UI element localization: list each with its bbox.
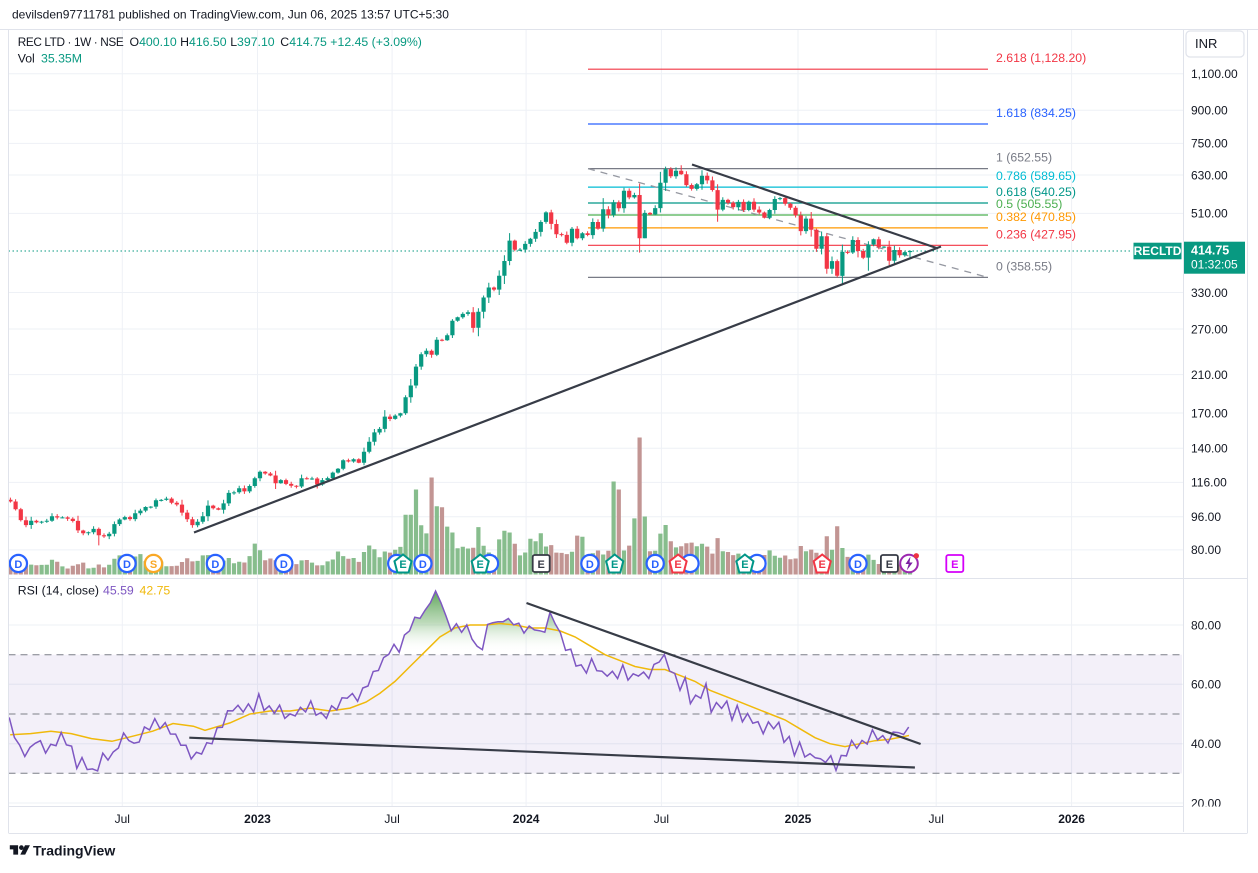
svg-text:devilsden97711781 published on: devilsden97711781 published on TradingVi… [12, 7, 449, 21]
svg-text:2025: 2025 [785, 812, 812, 826]
svg-text:42.75: 42.75 [140, 584, 171, 598]
svg-text:E: E [477, 559, 484, 571]
svg-text:35.35M: 35.35M [41, 52, 82, 66]
svg-text:D: D [651, 559, 659, 571]
svg-text:1 (652.55): 1 (652.55) [996, 151, 1052, 165]
svg-text:RECLTD: RECLTD [1134, 244, 1182, 258]
svg-text:+12.45 (+3.09%): +12.45 (+3.09%) [330, 35, 422, 49]
svg-text:H416.50: H416.50 [180, 35, 227, 49]
svg-text:S: S [150, 559, 157, 571]
svg-text:2023: 2023 [244, 812, 271, 826]
svg-text:D: D [280, 559, 288, 571]
svg-text:E: E [538, 559, 545, 571]
svg-text:E: E [741, 559, 748, 571]
svg-text:L397.10: L397.10 [230, 35, 275, 49]
svg-text:2024: 2024 [513, 812, 540, 826]
svg-text:D: D [14, 559, 22, 571]
svg-text:2.618 (1,128.20): 2.618 (1,128.20) [996, 51, 1086, 65]
svg-text:116.00: 116.00 [1191, 476, 1227, 490]
svg-text:Vol: Vol [18, 52, 35, 66]
svg-text:Jul: Jul [654, 812, 669, 826]
svg-text:O400.10: O400.10 [130, 35, 177, 49]
svg-text:1.618 (834.25): 1.618 (834.25) [996, 106, 1076, 120]
svg-text:330.00: 330.00 [1191, 286, 1228, 300]
svg-text:Jul: Jul [929, 812, 944, 826]
svg-text:E: E [886, 559, 893, 571]
svg-text:01:32:05: 01:32:05 [1191, 258, 1238, 272]
svg-text:1,100.00: 1,100.00 [1191, 67, 1238, 81]
svg-text:210.00: 210.00 [1191, 368, 1228, 382]
svg-text:D: D [854, 559, 862, 571]
svg-text:Jul: Jul [384, 812, 399, 826]
svg-text:96.00: 96.00 [1191, 510, 1221, 524]
svg-text:E: E [674, 559, 681, 571]
svg-text:2026: 2026 [1058, 812, 1085, 826]
svg-text:20.00: 20.00 [1191, 797, 1221, 811]
svg-text:E: E [819, 559, 826, 571]
svg-text:414.75: 414.75 [1191, 244, 1229, 258]
svg-text:40.00: 40.00 [1191, 737, 1221, 751]
svg-text:45.59: 45.59 [103, 584, 134, 598]
svg-text:C414.75: C414.75 [280, 35, 327, 49]
svg-text:630.00: 630.00 [1191, 168, 1228, 182]
svg-text:D: D [419, 559, 427, 571]
svg-text:RSI (14, close): RSI (14, close) [18, 584, 99, 598]
svg-text:E: E [399, 559, 406, 571]
svg-text:140.00: 140.00 [1191, 442, 1228, 456]
svg-text:0.5 (505.55): 0.5 (505.55) [996, 197, 1062, 211]
svg-text:60.00: 60.00 [1191, 678, 1221, 692]
svg-text:80.00: 80.00 [1191, 543, 1221, 557]
svg-text:TradingView: TradingView [33, 843, 115, 859]
svg-text:0.618 (540.25): 0.618 (540.25) [996, 185, 1076, 199]
svg-text:D: D [586, 559, 594, 571]
svg-text:D: D [211, 559, 219, 571]
svg-text:INR: INR [1195, 36, 1217, 51]
svg-text:E: E [951, 559, 958, 571]
svg-text:REC LTD · 1W · NSE: REC LTD · 1W · NSE [18, 35, 124, 49]
svg-text:170.00: 170.00 [1191, 406, 1228, 420]
svg-text:270.00: 270.00 [1191, 322, 1228, 336]
svg-text:0.786 (589.65): 0.786 (589.65) [996, 169, 1076, 183]
svg-text:E: E [611, 559, 618, 571]
svg-text:D: D [123, 559, 131, 571]
svg-text:0.382 (470.85): 0.382 (470.85) [996, 210, 1076, 224]
svg-text:80.00: 80.00 [1191, 618, 1221, 632]
svg-text:Jul: Jul [115, 812, 130, 826]
svg-text:750.00: 750.00 [1191, 137, 1228, 151]
svg-text:510.00: 510.00 [1191, 207, 1228, 221]
svg-text:0 (358.55): 0 (358.55) [996, 259, 1052, 273]
svg-text:900.00: 900.00 [1191, 104, 1228, 118]
svg-text:0.236 (427.95): 0.236 (427.95) [996, 227, 1076, 241]
